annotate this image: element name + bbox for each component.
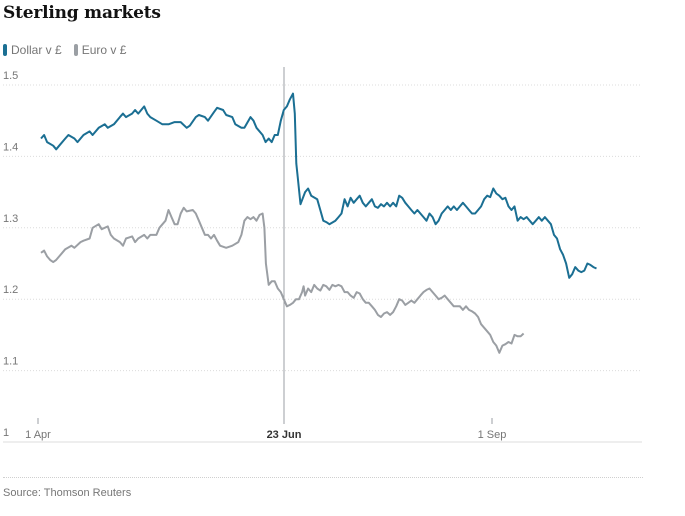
x-tick-label: 1 Sep [478, 429, 507, 441]
x-tick-label: 1 Apr [25, 429, 51, 441]
series-line-dollar [40, 92, 597, 279]
legend-swatch-dollar [3, 44, 7, 56]
legend-swatch-euro [73, 44, 78, 56]
y-tick-label: 1.1 [3, 356, 18, 368]
legend-label-euro: Euro v £ [81, 43, 127, 57]
x-tick-label: 23 Jun [267, 429, 302, 441]
legend-label-dollar: Dollar v £ [11, 43, 62, 57]
legend-item-euro: Euro v £ [73, 43, 127, 57]
footer-divider [3, 477, 643, 478]
y-tick-label: 1.4 [3, 141, 18, 153]
series-line-euro [40, 206, 525, 354]
legend-item-dollar: Dollar v £ [3, 43, 62, 57]
legend: Dollar v £ Euro v £ [3, 43, 126, 57]
y-tick-label: 1.2 [3, 284, 18, 296]
source-note: Source: Thomson Reuters [3, 487, 132, 499]
chart-title: Sterling markets [3, 3, 161, 23]
y-tick-label: 1.5 [3, 70, 18, 82]
y-tick-label: 1 [3, 427, 9, 439]
y-tick-label: 1.3 [3, 213, 18, 225]
